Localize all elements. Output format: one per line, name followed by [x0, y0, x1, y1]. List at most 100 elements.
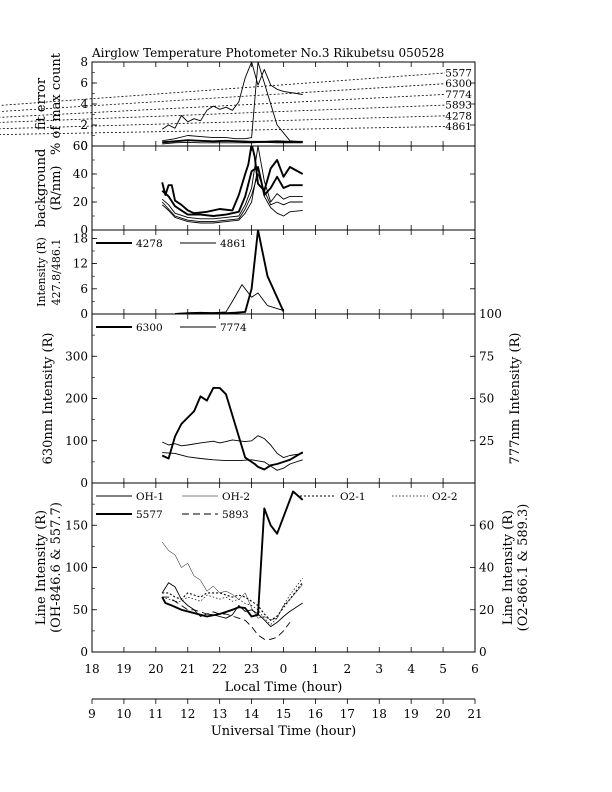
legend-label: 6300 [136, 322, 163, 334]
series-label-leader [0, 94, 446, 118]
y-tick-label: 0 [80, 223, 88, 237]
series-line-O2-1 [162, 581, 304, 621]
series-line-6300 [161, 386, 304, 471]
legend-label: OH-1 [136, 491, 164, 503]
y2-axis-label: (O2-866.1 & 589.3) [516, 504, 531, 632]
local-time-tick-label: 23 [244, 662, 259, 676]
y-tick-label: 8 [80, 55, 88, 69]
legend-label: 7774 [220, 322, 247, 334]
series-label: 4861 [445, 121, 472, 133]
y-tick-label: 2 [80, 118, 88, 132]
y-axis-label: background [34, 149, 49, 228]
series-label: 5893 [445, 100, 472, 112]
y-tick-label: 100 [65, 434, 88, 448]
universal-time-tick-label: 19 [404, 707, 419, 721]
local-time-tick-label: 0 [280, 662, 288, 676]
universal-time-tick-label: 13 [212, 707, 227, 721]
y-tick-label: 0 [80, 307, 88, 321]
series-line-OH-2 [162, 541, 303, 621]
y-axis-label: (R/nm) [49, 165, 64, 210]
y-axis-label: 630nm Intensity (R) [41, 333, 56, 465]
y2-tick-label: 50 [479, 392, 494, 406]
legend-label: 4861 [220, 238, 247, 250]
y-axis-label: Line Intensity (R) [34, 510, 49, 625]
local-time-tick-label: 22 [212, 662, 227, 676]
panel-2: 0 6 12 18 Intensity (R) 427.8/486.1 4278 4861 [35, 229, 476, 321]
y-axis-label: Intensity (R) [35, 237, 48, 307]
panel-0: 0 2 4 6 8 fit error% of max count 557763007774… [0, 52, 476, 155]
series-line-4861 [174, 284, 284, 314]
series-label: 5577 [445, 68, 472, 80]
legend-label: 5577 [136, 509, 163, 521]
panel-1: 0 20 40 60 background (R/nm) [34, 139, 476, 237]
series-label-leader [0, 83, 446, 112]
local-time-tick-label: 3 [375, 662, 383, 676]
legend-label: OH-2 [222, 491, 250, 503]
universal-time-tick-label: 10 [116, 707, 131, 721]
y2-axis-label: Line Intensity (R) [501, 510, 516, 625]
local-time-tick-label: 2 [344, 662, 352, 676]
legend-label: 4278 [136, 238, 163, 250]
y-tick-label: 200 [65, 392, 88, 406]
y-tick-label: 0 [80, 645, 88, 659]
universal-time-tick-label: 17 [340, 707, 355, 721]
y2-tick-label: 100 [479, 307, 502, 321]
y-axis-label: % of max count [49, 52, 64, 155]
y2-tick-label: 60 [479, 518, 494, 532]
local-time-axis-label: Local Time (hour) [225, 680, 343, 695]
panel-3: 0 100 200 300 25 50 75 100 630nm Intensity (R) 77… [41, 307, 523, 490]
universal-time-tick-label: 16 [308, 707, 323, 721]
series-line-5893 [162, 596, 291, 640]
series-line-bg-3 [161, 146, 303, 220]
local-time-tick-label: 19 [116, 662, 131, 676]
series-line-bg-2 [161, 166, 303, 217]
y-tick-label: 0 [80, 139, 88, 153]
series-line-OH-1 [161, 582, 303, 628]
y-tick-label: 40 [73, 167, 88, 181]
y-axis-label: 427.8/486.1 [50, 239, 63, 306]
y-tick-label: 150 [65, 518, 88, 532]
series-line-6300-lower [162, 452, 303, 471]
universal-time-tick-label: 21 [467, 707, 482, 721]
y-tick-label: 50 [73, 603, 88, 617]
figure-title: Airglow Temperature Photometer No.3 Riku… [91, 46, 444, 60]
series-line-bg-1 [161, 146, 304, 215]
universal-time-tick-label: 14 [244, 707, 260, 721]
legend-label: O2-1 [340, 491, 366, 503]
series-label: 7774 [445, 89, 472, 101]
series-line-4278 [174, 230, 285, 314]
series-line-O2-2 [162, 577, 303, 625]
series-line-7774 [162, 435, 303, 459]
y-axis-label: fit error [34, 77, 49, 130]
y2-tick-label: 0 [479, 645, 487, 659]
y2-tick-label: 25 [479, 434, 494, 448]
y-tick-label: 4 [80, 97, 88, 111]
legend-label: O2-2 [432, 491, 458, 503]
universal-time-tick-label: 20 [435, 707, 450, 721]
y-tick-label: 18 [73, 231, 88, 245]
universal-time-tick-label: 18 [372, 707, 387, 721]
universal-time-axis-label: Universal Time (hour) [211, 724, 356, 739]
local-time-tick-label: 6 [471, 662, 479, 676]
series-line-bg-5 [161, 166, 303, 224]
y2-tick-label: 75 [479, 349, 494, 363]
y2-tick-label: 20 [479, 603, 494, 617]
series-line-4861 [161, 62, 303, 130]
y2-axis-label: 777nm Intensity (R) [508, 333, 523, 465]
local-time-tick-label: 20 [148, 662, 163, 676]
y-tick-label: 0 [80, 476, 88, 490]
y-axis-label: (OH-846.6 & 557.7) [49, 502, 64, 633]
local-time-tick-label: 18 [84, 662, 99, 676]
series-label-leader [0, 72, 446, 106]
universal-time-tick-label: 15 [276, 707, 291, 721]
series-line-4278 [162, 62, 303, 143]
y-tick-label: 60 [73, 139, 88, 153]
series-line-bg-4 [161, 173, 303, 223]
series-label-leader [0, 104, 446, 123]
y-tick-label: 300 [65, 349, 88, 363]
series-line-5577 [162, 141, 303, 145]
legend-label: 5893 [222, 509, 249, 521]
